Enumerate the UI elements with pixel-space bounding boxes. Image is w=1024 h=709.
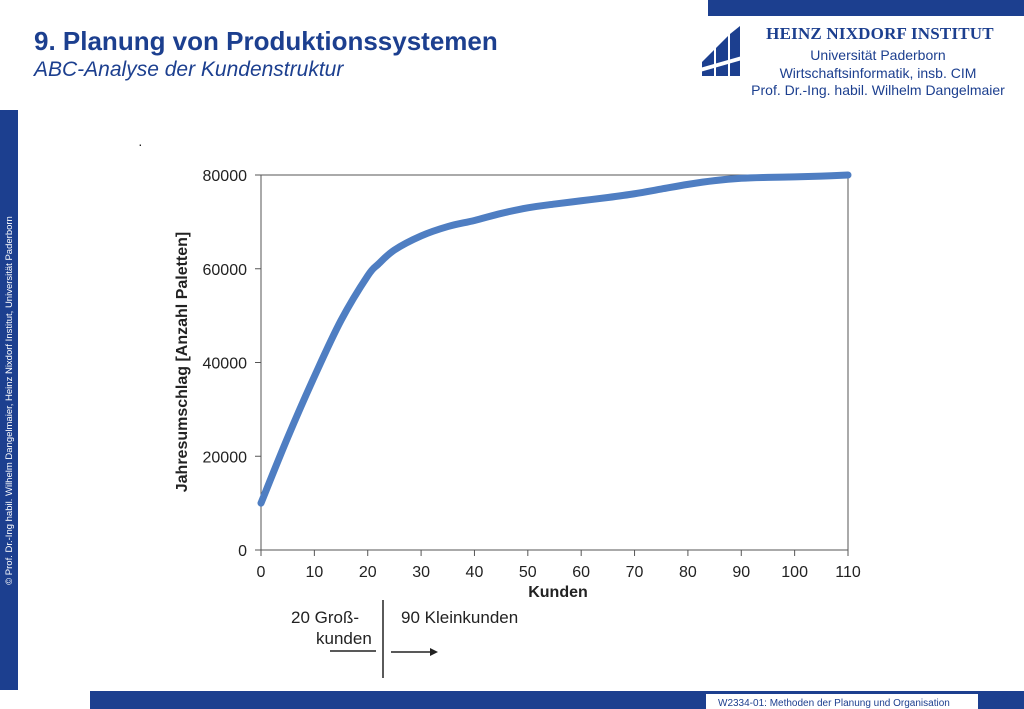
footer-course-title: W2334-01: Methoden der Planung und Organ… <box>718 698 950 709</box>
gross-label-line2: kunden <box>316 629 372 648</box>
x-tick-label: 60 <box>572 564 590 581</box>
footer-box <box>706 694 978 709</box>
department-name: Wirtschaftsinformatik, insb. CIM <box>779 65 977 81</box>
y-axis-label: Jahresumschlag [Anzahl Paletten] <box>174 232 191 493</box>
y-tick-label: 40000 <box>203 356 248 373</box>
institute-name: HEINZ NIXDORF INSTITUT <box>766 24 994 43</box>
x-tick-label: 10 <box>305 564 323 581</box>
y-tick-label: 80000 <box>203 168 248 185</box>
x-tick-label: 100 <box>781 564 808 581</box>
x-tick-label: 20 <box>359 564 377 581</box>
left-accent-bar <box>0 110 18 690</box>
gross-label-line1: 20 Groß- <box>291 608 360 627</box>
x-tick-label: 50 <box>519 564 537 581</box>
top-accent-bar <box>708 0 1024 16</box>
y-axis-ticks: 0 20000 40000 60000 80000 <box>203 168 261 560</box>
bullet-dot: · <box>138 136 143 152</box>
heinz-nixdorf-logo-icon <box>700 26 742 76</box>
university-name: Universität Paderborn <box>810 47 946 63</box>
page-title: 9. Planung von Produktionssystemen <box>34 26 498 56</box>
x-tick-label: 80 <box>679 564 697 581</box>
page-subtitle: ABC-Analyse der Kundenstruktur <box>34 58 344 81</box>
x-tick-label: 70 <box>626 564 644 581</box>
plot-area <box>260 174 849 551</box>
x-tick-label: 40 <box>466 564 484 581</box>
x-axis-ticks: 0 10 20 30 40 50 60 70 80 90 100 110 <box>257 550 861 581</box>
professor-name: Prof. Dr.-Ing. habil. Wilhelm Dangelmaie… <box>751 82 1005 98</box>
page-number: 52 <box>993 690 1009 706</box>
x-tick-label: 110 <box>835 564 861 581</box>
klein-label: 90 Kleinkunden <box>401 608 519 627</box>
y-tick-label: 20000 <box>203 449 248 466</box>
x-tick-label: 0 <box>257 564 266 581</box>
y-tick-label: 60000 <box>203 262 248 279</box>
y-tick-label: 0 <box>238 543 247 560</box>
cumulative-curve <box>257 171 852 507</box>
klein-arrow-head <box>430 648 438 656</box>
x-tick-label: 30 <box>412 564 430 581</box>
x-tick-label: 90 <box>732 564 750 581</box>
x-axis-label: Kunden <box>528 584 588 601</box>
institute-header <box>694 16 1006 110</box>
